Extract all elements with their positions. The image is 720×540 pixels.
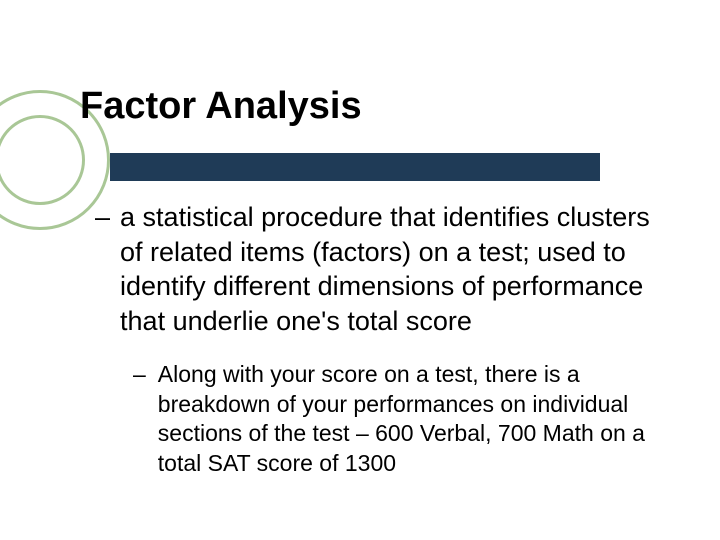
sub-bullet-dash: – xyxy=(133,360,158,478)
slide-title: Factor Analysis xyxy=(80,85,362,128)
bullet-text: a statistical procedure that identifies … xyxy=(120,200,665,338)
sub-bullet-text: Along with your score on a test, there i… xyxy=(158,360,665,478)
slide-body: – a statistical procedure that identifie… xyxy=(95,200,665,478)
bullet-level-2: – Along with your score on a test, there… xyxy=(133,360,665,478)
title-underline xyxy=(110,153,600,181)
bullet-dash: – xyxy=(95,200,120,338)
bullet-level-1: – a statistical procedure that identifie… xyxy=(95,200,665,338)
